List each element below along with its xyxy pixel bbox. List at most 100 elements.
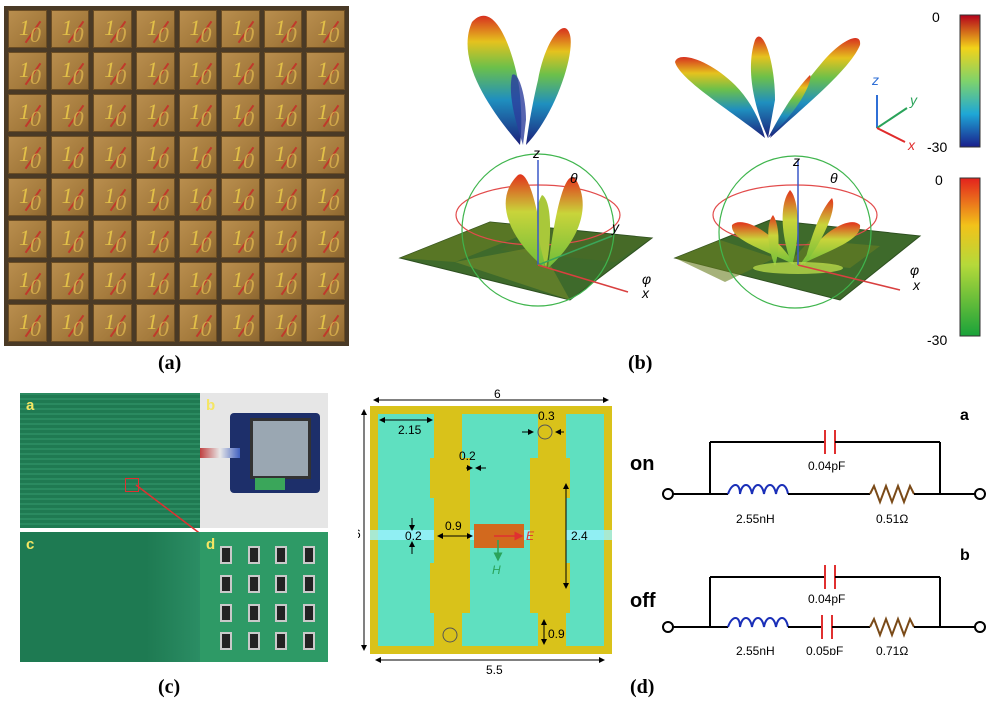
cell-glyph-zero: 0 <box>30 106 41 131</box>
cell-glyph-one: 1 <box>61 225 73 250</box>
dim-0-2-left: 0.2 <box>405 529 422 543</box>
cell-glyph-zero: 0 <box>30 190 41 215</box>
cell-glyph-one: 1 <box>146 141 158 166</box>
cell-glyph-zero: 0 <box>328 232 340 257</box>
colorbar-bottom-min: -30 <box>927 332 947 348</box>
cell-glyph-one: 1 <box>232 309 244 334</box>
cell-glyph-zero: 0 <box>200 274 212 299</box>
cell-glyph-one: 1 <box>317 309 329 334</box>
photo-pcb-front: a <box>20 393 200 528</box>
cell-glyph-zero: 0 <box>285 190 297 215</box>
cell-glyph-one: 1 <box>19 183 30 208</box>
cell-glyph-one: 1 <box>104 15 116 40</box>
radiation-patterns-figure: z y x 0 -30 z θ y φ x z θ <box>398 9 981 348</box>
cell-glyph-zero: 0 <box>30 148 41 173</box>
on-res: 0.51Ω <box>876 512 908 526</box>
cell-glyph-zero: 0 <box>243 232 255 257</box>
cell-glyph-one: 1 <box>232 57 244 82</box>
cell-glyph-zero: 0 <box>115 274 127 299</box>
pin-diode <box>293 598 321 627</box>
cell-glyph-zero: 0 <box>285 148 297 173</box>
cell-glyph-one: 1 <box>317 57 329 82</box>
cell-glyph-zero: 0 <box>157 232 169 257</box>
cell-glyph-zero: 0 <box>200 22 212 47</box>
cell-glyph-one: 1 <box>274 141 286 166</box>
cell-glyph-one: 1 <box>189 183 201 208</box>
theta-label-right: θ <box>830 170 838 186</box>
pin-diode <box>265 598 293 627</box>
on-circuit <box>662 430 986 505</box>
cell-glyph-zero: 0 <box>328 22 340 47</box>
cell-glyph-zero: 0 <box>328 316 340 341</box>
cell-glyph-one: 1 <box>104 57 116 82</box>
pattern-3d-left <box>467 15 571 146</box>
panel-label-c: (c) <box>158 676 181 698</box>
cell-glyph-one: 1 <box>146 183 158 208</box>
cell-glyph-zero: 0 <box>200 316 212 341</box>
zoom-box <box>125 478 139 492</box>
cell-glyph-zero: 0 <box>72 316 84 341</box>
dim-2-4: 2.4 <box>571 529 588 543</box>
colorbar-top <box>959 14 981 148</box>
cell-glyph-one: 1 <box>61 57 73 82</box>
colorbar-top-min: -30 <box>927 139 947 155</box>
panel-label-d: (d) <box>630 676 655 698</box>
array-plane-left <box>398 153 654 307</box>
photo-controller: b <box>200 393 328 528</box>
off-label: off <box>630 590 656 612</box>
cell-glyph-zero: 0 <box>157 106 169 131</box>
pin-diode <box>293 540 321 569</box>
pin-diode <box>238 626 266 655</box>
array-plane-right <box>673 155 922 309</box>
axes-triad-top <box>876 95 908 143</box>
pin-diode <box>238 598 266 627</box>
dim-top: 6 <box>494 388 501 401</box>
cell-glyph-one: 1 <box>274 183 286 208</box>
h-field-label: H <box>492 563 501 577</box>
dim-bottom: 5.5 <box>486 663 503 677</box>
cell-glyph-one: 1 <box>317 99 329 124</box>
cell-glyph-one: 1 <box>274 309 286 334</box>
on-label: on <box>630 453 654 475</box>
cell-glyph-zero: 0 <box>285 22 297 47</box>
photo-zoomed-elements: d <box>200 532 328 662</box>
z-label-left: z <box>532 145 540 161</box>
cell-glyph-zero: 0 <box>115 316 127 341</box>
cell-glyph-zero: 0 <box>285 64 297 89</box>
pin-diode <box>293 626 321 655</box>
cell-glyph-zero: 0 <box>243 22 255 47</box>
equivalent-circuits: on a 0.04pF 2.55nH 0.51Ω off b 0.04pF 2.… <box>630 407 986 655</box>
x-label-right: x <box>912 277 921 293</box>
y-label-left: y <box>611 219 620 235</box>
cell-glyph-one: 1 <box>189 57 201 82</box>
pin-diode <box>293 569 321 598</box>
cell-glyph-zero: 0 <box>285 274 297 299</box>
dim-left: 6 <box>358 527 361 541</box>
cell-glyph-zero: 0 <box>200 106 212 131</box>
cell-glyph-one: 1 <box>61 183 73 208</box>
